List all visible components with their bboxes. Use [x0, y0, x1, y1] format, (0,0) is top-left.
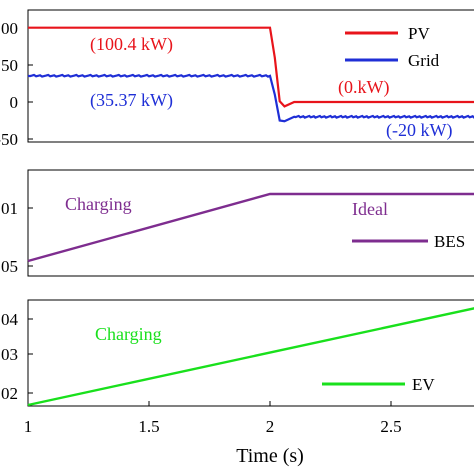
- annotation-pv-after: (0.kW): [338, 77, 389, 98]
- panel-ev: 04 03 02 1 1.5 2 2.5 Charging EV: [1, 299, 474, 436]
- y-tick-label: 03: [1, 345, 18, 364]
- annotation-bes-charging: Charging: [65, 194, 132, 214]
- panel-bes-frame: [27, 169, 474, 277]
- annotation-grid-before: (35.37 kW): [90, 90, 173, 111]
- legend-grid-label: Grid: [408, 51, 440, 70]
- annotation-bes-ideal: Ideal: [352, 199, 388, 219]
- annotation-pv-before: (100.4 kW): [90, 34, 173, 55]
- legend-ev-label: EV: [412, 375, 435, 394]
- series-line-pv: [28, 26, 474, 108]
- y-tick-label: 50: [1, 56, 18, 75]
- y-tick-label: -50: [0, 130, 18, 149]
- legend-pv-label: PV: [408, 24, 430, 43]
- panel-power-legend: PV Grid: [338, 18, 474, 74]
- x-axis-label: Time (s): [236, 445, 304, 467]
- x-tick-label: 2.5: [380, 417, 401, 436]
- legend-bes-label: BES: [434, 232, 465, 251]
- y-tick-label: 01: [1, 199, 18, 218]
- panel-power: 100500-50 PV Grid (100.4 kW) (35.37 kW) …: [0, 9, 474, 149]
- panel-ev-legend: EV: [322, 375, 435, 394]
- panel-bes-legend: BES: [352, 232, 465, 251]
- series-line-grid: [27, 73, 474, 123]
- x-tick-label: 1.5: [138, 417, 159, 436]
- y-tick-label: 100: [0, 19, 18, 38]
- y-tick-label: 02: [1, 384, 18, 403]
- panel-bes: 01 05 Charging Ideal BES: [1, 169, 474, 277]
- annotation-grid-after: (-20 kW): [386, 120, 452, 141]
- series-line-bes: [27, 192, 474, 263]
- x-tick-label: 1: [24, 417, 33, 436]
- y-tick-label: 05: [1, 257, 18, 276]
- series-line-ev: [27, 307, 474, 407]
- annotation-ev-charging: Charging: [95, 324, 162, 344]
- x-tick-label: 2: [266, 417, 275, 436]
- y-tick-label: 0: [10, 93, 19, 112]
- y-tick-label: 04: [1, 310, 19, 329]
